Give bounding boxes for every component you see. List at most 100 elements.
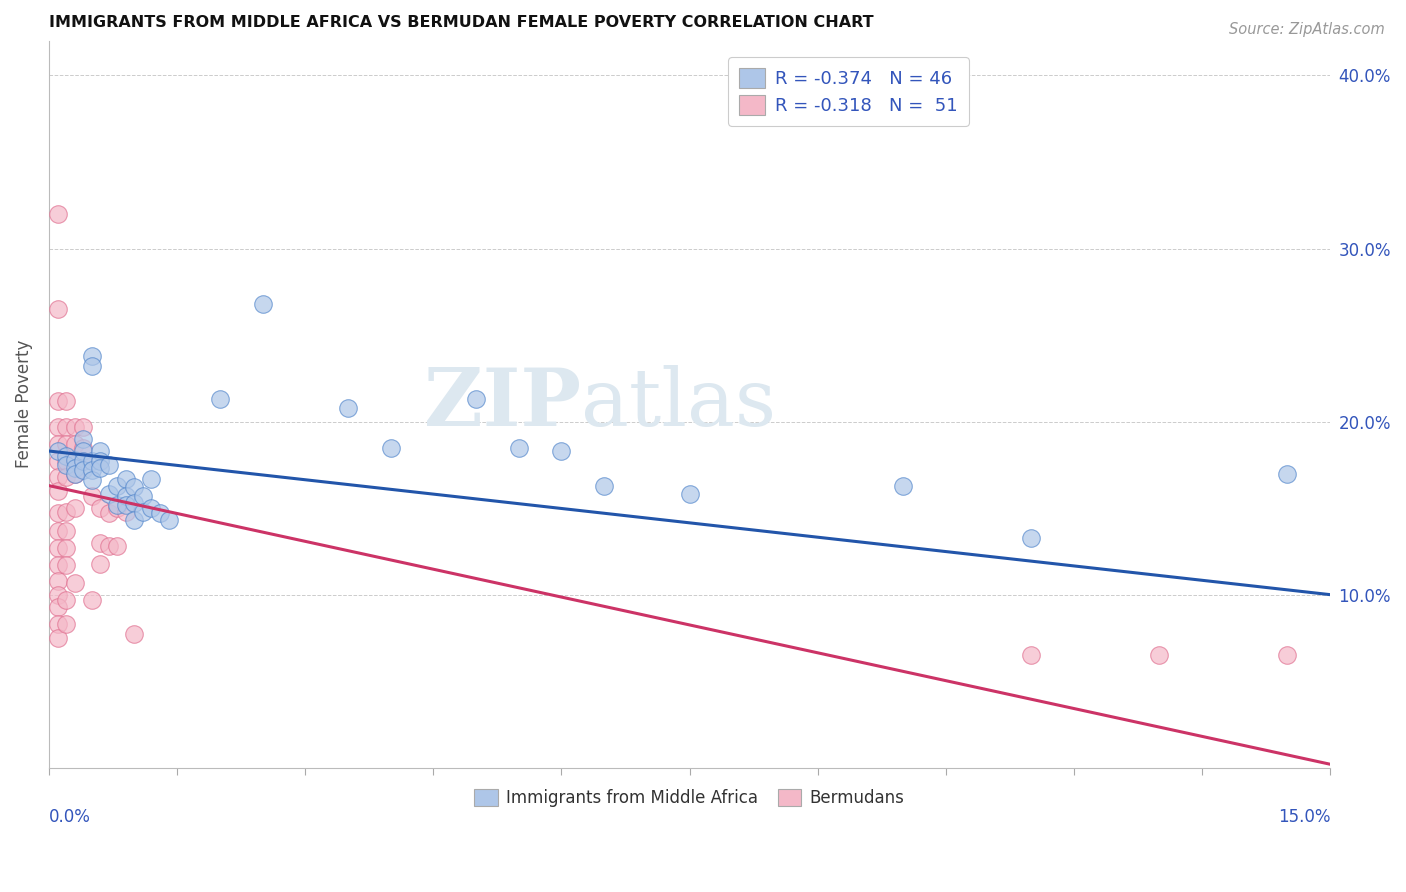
Point [72,432,94,446]
Point [46,302,69,317]
Point [465,392,488,406]
Point [72,454,94,468]
Point [55,470,77,484]
Point [132,505,155,519]
Text: atlas: atlas [581,366,776,443]
Point [336,401,359,415]
Point [55,505,77,519]
Point [1277,648,1299,663]
Point [46,588,69,602]
Point [63,467,86,481]
Point [46,454,69,468]
Point [208,392,231,406]
Point [141,472,163,486]
Point [80,592,103,607]
Point [124,513,146,527]
Point [63,452,86,467]
Point [46,541,69,555]
Point [55,541,77,555]
Point [97,487,120,501]
Text: ZIP: ZIP [423,366,581,443]
Point [55,437,77,451]
Point [149,506,172,520]
Y-axis label: Female Poverty: Female Poverty [15,340,32,468]
Point [105,539,128,553]
Point [89,454,111,468]
Point [105,498,128,512]
Point [89,444,111,458]
Point [508,441,530,455]
Point [46,524,69,538]
Point [55,419,77,434]
Point [63,437,86,451]
Point [80,359,103,374]
Point [63,575,86,590]
Point [72,463,94,477]
Point [46,506,69,520]
Point [55,454,77,468]
Point [252,297,274,311]
Legend: Immigrants from Middle Africa, Bermudans: Immigrants from Middle Africa, Bermudans [468,782,911,814]
Point [115,472,138,486]
Point [63,454,86,468]
Point [593,478,616,492]
Point [46,444,69,458]
Point [1019,531,1042,545]
Point [89,557,111,571]
Point [97,539,120,553]
Point [157,513,180,527]
Point [115,489,138,503]
Point [63,419,86,434]
Point [46,631,69,645]
Text: IMMIGRANTS FROM MIDDLE AFRICA VS BERMUDAN FEMALE POVERTY CORRELATION CHART: IMMIGRANTS FROM MIDDLE AFRICA VS BERMUDA… [49,15,873,30]
Point [46,574,69,588]
Point [1277,467,1299,481]
Point [55,458,77,472]
Point [72,454,94,468]
Point [380,441,402,455]
Point [55,393,77,408]
Point [89,461,111,475]
Point [115,498,138,512]
Point [72,441,94,455]
Point [141,501,163,516]
Point [105,478,128,492]
Point [72,419,94,434]
Point [80,463,103,477]
Point [891,478,914,492]
Point [55,524,77,538]
Point [63,461,86,475]
Point [124,496,146,510]
Text: 15.0%: 15.0% [1278,807,1330,826]
Point [46,617,69,632]
Point [46,437,69,451]
Point [55,617,77,632]
Point [89,501,111,516]
Point [105,501,128,516]
Point [55,592,77,607]
Point [1019,648,1042,663]
Point [115,505,138,519]
Point [97,506,120,520]
Point [1149,648,1171,663]
Point [89,535,111,549]
Point [132,489,155,503]
Point [46,470,69,484]
Point [63,501,86,516]
Point [72,444,94,458]
Text: Source: ZipAtlas.com: Source: ZipAtlas.com [1229,22,1385,37]
Point [46,599,69,614]
Point [550,444,572,458]
Point [46,483,69,498]
Text: 0.0%: 0.0% [49,807,91,826]
Point [80,489,103,503]
Point [46,207,69,221]
Point [678,487,700,501]
Point [55,558,77,573]
Point [55,449,77,463]
Point [46,558,69,573]
Point [124,480,146,494]
Point [80,349,103,363]
Point [124,627,146,641]
Point [80,474,103,488]
